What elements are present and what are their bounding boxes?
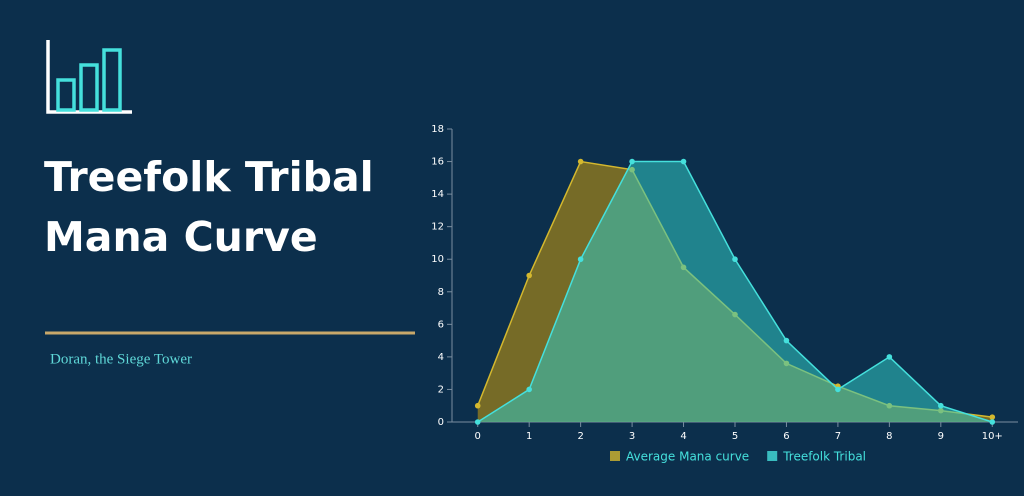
y-tick-label: 10 [431, 254, 444, 265]
x-tick-label: 2 [577, 431, 583, 442]
legend-swatch [610, 451, 620, 461]
y-tick-label: 4 [438, 352, 444, 363]
point [989, 419, 996, 425]
icon-bar [56, 78, 76, 112]
icon-bar [102, 48, 122, 112]
x-tick-label: 1 [526, 431, 532, 442]
point [783, 337, 790, 344]
point [577, 158, 584, 165]
icon-axis [46, 40, 132, 114]
x-tick-label: 7 [835, 431, 841, 442]
y-tick-label: 18 [431, 124, 444, 135]
subtitle: Doran, the Siege Tower [50, 351, 192, 367]
point [886, 354, 893, 360]
x-tick-label: 0 [475, 431, 481, 442]
y-tick-label: 6 [438, 319, 444, 330]
y-tick-label: 0 [438, 417, 444, 428]
legend-label: Treefolk Tribal [782, 450, 866, 464]
y-tick-label: 12 [431, 222, 444, 233]
point [680, 158, 687, 165]
point [938, 402, 944, 409]
point [526, 386, 532, 393]
y-tick-label: 8 [438, 287, 444, 298]
x-tick-label: 4 [680, 431, 686, 442]
icon-bar [79, 63, 99, 112]
x-tick-label: 9 [938, 431, 944, 442]
y-tick-label: 16 [431, 157, 444, 168]
point [474, 419, 481, 425]
point [989, 414, 996, 420]
x-tick-label: 6 [783, 431, 789, 442]
point [629, 158, 635, 165]
point [526, 272, 532, 279]
y-tick-label: 14 [431, 189, 444, 200]
chart-icon [46, 40, 132, 114]
x-tick-label: 10+ [982, 431, 1003, 442]
area-fill [477, 161, 993, 423]
x-tick-label: 8 [886, 431, 892, 442]
chart-title: Treefolk Tribal Mana Curve [44, 153, 374, 261]
point [577, 256, 584, 263]
y-tick-label: 2 [438, 384, 444, 395]
point [474, 402, 481, 409]
point [732, 256, 738, 263]
legend-label: Average Mana curve [626, 450, 749, 464]
point [835, 386, 841, 393]
x-tick-label: 5 [732, 431, 738, 442]
legend-swatch [767, 451, 778, 461]
x-tick-label: 3 [629, 431, 635, 442]
